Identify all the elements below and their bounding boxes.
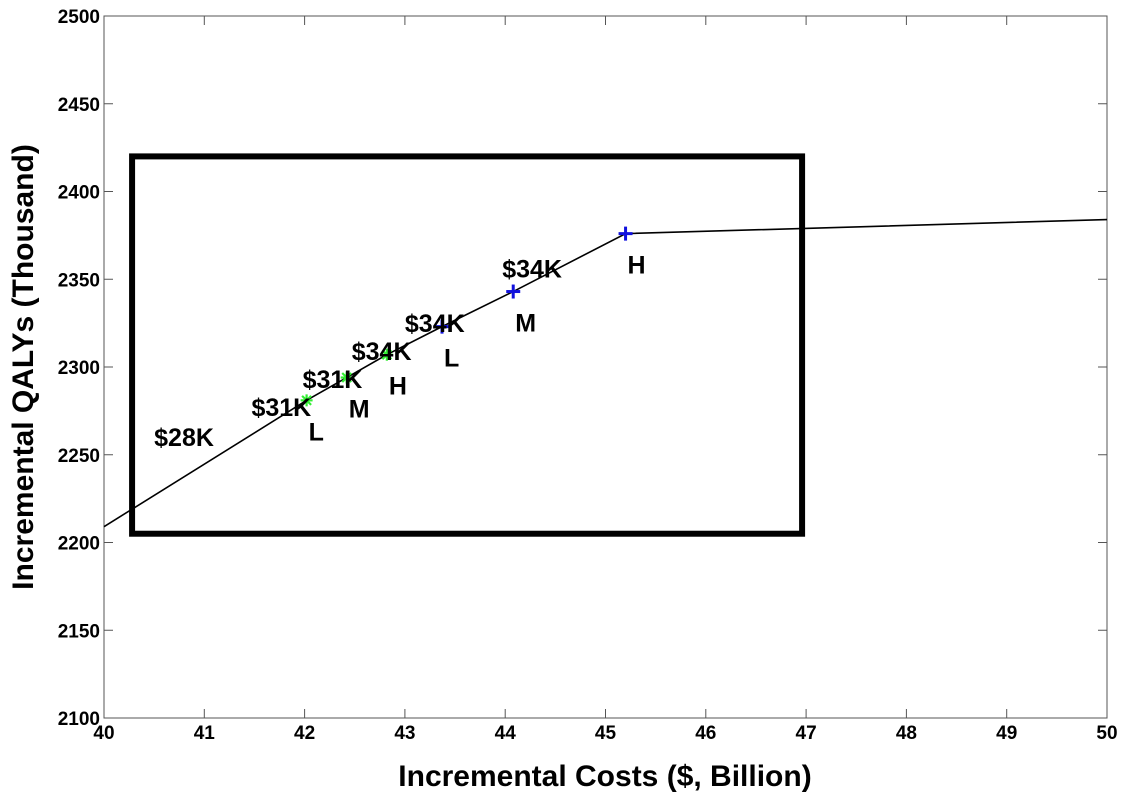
marker-label: M [349, 396, 370, 424]
marker-green-L: L [300, 394, 324, 446]
marker-green-M: M [340, 371, 370, 424]
x-tick-label: 49 [996, 723, 1017, 744]
x-tick-label: 44 [495, 723, 517, 744]
y-tick-label: 2200 [58, 534, 100, 555]
y-tick-label: 2150 [58, 621, 100, 642]
cost-annotation: $31K [303, 366, 363, 394]
cost-annotation: $31K [251, 394, 311, 422]
marker-blue-L: L [435, 319, 459, 373]
marker-blue-H: H [618, 226, 646, 280]
y-axis-ticks: 2100 2150 2200 2250 2300 2350 2400 2450 2500 [58, 7, 1107, 730]
y-tick-label: 2500 [58, 7, 100, 28]
frontier-line [103, 218, 1108, 528]
x-tick-label: 50 [1096, 723, 1117, 744]
plot-area-frame [103, 15, 1108, 719]
y-tick-label: 2100 [58, 709, 100, 730]
x-tick-label: 41 [194, 723, 216, 744]
cost-annotations: $28K$31K$31K$34K$34K$34K [154, 255, 562, 451]
highlight-box [129, 153, 806, 537]
marker-label: H [389, 373, 407, 401]
x-tick-label: 40 [93, 723, 114, 744]
cost-annotation: $28K [154, 424, 214, 452]
marker-label: L [309, 418, 324, 446]
y-tick-label: 2350 [58, 270, 100, 291]
x-axis-ticks: 40 41 42 43 44 45 46 47 48 49 50 [93, 16, 1118, 744]
marker-green-H: H [380, 348, 407, 401]
x-tick-label: 47 [796, 723, 817, 744]
x-tick-label: 42 [294, 723, 315, 744]
x-axis-label: Incremental Costs ($, Billion) [398, 760, 811, 793]
cost-annotation: $34K [352, 338, 412, 366]
x-tick-label: 43 [394, 723, 415, 744]
y-tick-label: 2300 [58, 358, 100, 379]
x-tick-label: 46 [695, 723, 716, 744]
y-tick-label: 2450 [58, 95, 100, 116]
marker-label: M [515, 310, 536, 338]
asterisk-stroke [381, 349, 393, 360]
x-tick-label: 45 [595, 723, 617, 744]
cost-annotation: $34K [502, 255, 562, 283]
y-axis-label: Incremental QALYs (Thousand) [7, 144, 40, 590]
y-tick-label: 2400 [58, 183, 100, 204]
marker-label: H [628, 252, 646, 280]
marker-label: L [444, 345, 459, 373]
marker-blue-M: M [506, 284, 536, 338]
asterisk-stroke [341, 372, 353, 383]
x-tick-label: 48 [896, 723, 917, 744]
cost-annotation: $34K [405, 310, 465, 338]
asterisk-stroke [301, 395, 312, 406]
y-tick-label: 2250 [58, 446, 100, 467]
